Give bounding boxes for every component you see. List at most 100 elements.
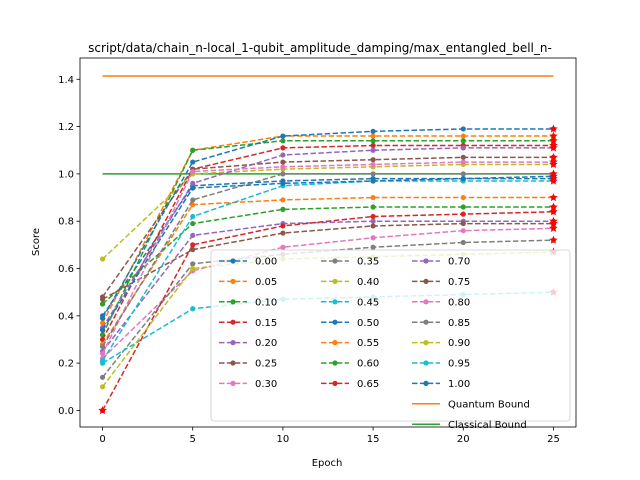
- x-tick-label-20: 20: [457, 434, 470, 445]
- legend-label-0.90: 0.90: [448, 338, 470, 349]
- y-tick-label-1.4: 1.4: [58, 75, 74, 86]
- data-point-0.75-5: [190, 246, 196, 253]
- data-point-0.60-20: [460, 204, 466, 210]
- legend-item-0.90: 0.90: [412, 338, 470, 349]
- data-point-0.15-15: [370, 142, 376, 149]
- x-tick-label-0: 0: [99, 434, 105, 445]
- final-star-marker-0.70: [549, 143, 558, 152]
- series-line-0.10: [101, 140, 554, 336]
- legend-swatch-marker-0.60: [332, 360, 338, 366]
- series-line-0.55: [101, 196, 554, 345]
- legend-label-1.00: 1.00: [448, 379, 470, 390]
- data-point-0.20-5: [190, 232, 196, 239]
- legend-swatch-marker-0.50: [332, 319, 338, 325]
- data-point-0.15-10: [280, 145, 286, 151]
- data-point-1.00-10: [280, 180, 286, 186]
- legend-item-0.00: 0.00: [219, 257, 277, 268]
- data-point-0.05-15: [370, 133, 376, 139]
- data-point-0.90-5: [190, 265, 196, 272]
- legend-item-1.00: 1.00: [412, 379, 470, 390]
- data-point-0.85-20: [460, 171, 466, 177]
- data-point-0.15-0: [99, 336, 106, 343]
- legend-swatch-marker-0.65: [332, 380, 338, 386]
- y-tick-label-0.8: 0.8: [58, 217, 74, 228]
- series-line-0.75: [102, 222, 554, 300]
- legend-label-0.20: 0.20: [255, 338, 277, 349]
- data-point-0.30-10: [280, 244, 286, 250]
- data-point-0.20-15: [370, 218, 376, 224]
- final-star-marker-0.65: [549, 207, 558, 216]
- data-point-0.85-0: [99, 343, 106, 350]
- legend-label-0.50: 0.50: [357, 318, 379, 329]
- data-point-0.80-15: [370, 161, 376, 168]
- data-point-0.55-20: [460, 194, 466, 201]
- legend-swatch-marker-0.95: [423, 360, 429, 366]
- data-point-0.75-0: [99, 296, 106, 302]
- legend-label-0.60: 0.60: [357, 359, 379, 370]
- x-tick-label-10: 10: [277, 434, 290, 445]
- data-point-0.75-15: [370, 223, 376, 229]
- legend-item-0.30: 0.30: [219, 379, 277, 390]
- legend-label-0.00: 0.00: [255, 257, 277, 268]
- data-point-1.00-15: [370, 178, 376, 184]
- legend-item-0.85: 0.85: [412, 318, 470, 329]
- data-point-0.55-15: [370, 194, 376, 201]
- legend-swatch-marker-0.55: [332, 340, 338, 346]
- series-line-0.15: [101, 144, 554, 340]
- data-point-0.85-15: [370, 171, 376, 177]
- data-point-0.80-10: [280, 164, 286, 170]
- data-point-0.30-15: [370, 235, 376, 241]
- data-point-0.95-0: [99, 358, 106, 364]
- legend-label-0.75: 0.75: [448, 277, 470, 288]
- legend-swatch-marker-0.75: [423, 278, 429, 284]
- data-point-0.65-15: [370, 213, 376, 220]
- legend-item-0.60: 0.60: [321, 359, 379, 370]
- data-point-0.95-5: [190, 213, 196, 220]
- legend: 0.00 0.05 0.10 0.15 0.20 0.25 0.30 0.35 0.40 0.45…: [210, 249, 571, 431]
- data-point-0.90-0: [99, 384, 106, 390]
- data-point-0.60-5: [190, 220, 196, 227]
- legend-swatch-marker-0.00: [230, 258, 236, 264]
- legend-item-0.65: 0.65: [321, 379, 379, 390]
- y-tick-label-0.4: 0.4: [58, 311, 74, 322]
- data-point-0.80-20: [460, 159, 466, 165]
- y-tick-label-0.2: 0.2: [58, 359, 74, 370]
- data-point-0.80-0: [99, 351, 106, 357]
- data-point-0.35-0: [99, 374, 106, 380]
- y-tick-label-1.2: 1.2: [58, 122, 74, 133]
- legend-box: [210, 249, 571, 422]
- legend-item-0.05: 0.05: [219, 277, 277, 288]
- legend-label-0.25: 0.25: [255, 359, 277, 370]
- legend-item-0.75: 0.75: [412, 277, 470, 288]
- legend-item-0.50: 0.50: [321, 318, 379, 329]
- y-tick-label-0.6: 0.6: [58, 264, 74, 275]
- data-point-0.60-15: [370, 204, 376, 210]
- data-point-1.00-5: [190, 185, 196, 191]
- legend-swatch-marker-1.00: [423, 380, 429, 386]
- final-star-marker-0.55: [549, 192, 558, 202]
- series-line-0.30: [102, 227, 554, 359]
- legend-swatch-marker-0.80: [423, 299, 429, 305]
- data-point-0.50-5: [190, 159, 196, 165]
- data-point-0.60-0: [99, 301, 106, 307]
- data-point-0.10-5: [190, 147, 196, 153]
- plot-area: 0 5 10 15 20 25 0.0 0.2 0.4 0.6 0.8 1.0 1.2 1.4: [58, 57, 577, 445]
- legend-item-classical-bound: Classical Bound: [412, 420, 527, 431]
- legend-item-0.20: 0.20: [219, 338, 277, 349]
- series-line-0.70: [101, 147, 554, 329]
- legend-item-0.15: 0.15: [219, 318, 277, 329]
- legend-label-quantum-bound: Quantum Bound: [448, 399, 530, 410]
- legend-label-0.65: 0.65: [357, 379, 379, 390]
- series-line-0.50: [101, 128, 554, 319]
- series-line-1.00: [101, 175, 554, 331]
- legend-swatch-marker-0.20: [230, 340, 236, 346]
- legend-label-0.55: 0.55: [357, 338, 379, 349]
- legend-label-0.10: 0.10: [255, 297, 277, 308]
- series-0.50: [99, 126, 557, 321]
- series-line-0.25: [101, 156, 554, 298]
- legend-item-0.45: 0.45: [321, 297, 379, 308]
- data-point-0.75-20: [460, 220, 466, 227]
- data-point-1.00-0: [99, 327, 106, 333]
- legend-item-0.10: 0.10: [219, 297, 277, 308]
